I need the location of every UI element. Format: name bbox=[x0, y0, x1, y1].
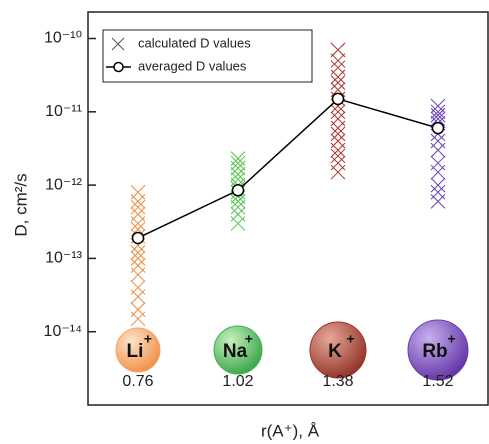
data-point bbox=[230, 167, 246, 182]
data-point bbox=[230, 160, 246, 176]
data-point bbox=[430, 194, 446, 209]
data-point bbox=[130, 199, 146, 215]
ion-charge: + bbox=[245, 331, 253, 347]
data-point bbox=[330, 75, 346, 90]
x-tick-label: 1.02 bbox=[222, 373, 253, 390]
data-point bbox=[130, 245, 146, 260]
legend-label: calculated D values bbox=[138, 35, 251, 50]
x-tick-label: 1.52 bbox=[422, 373, 453, 390]
legend-box bbox=[102, 29, 313, 83]
data-point bbox=[330, 104, 346, 120]
data-point bbox=[230, 199, 246, 215]
y-tick-label: 10⁻¹⁰ bbox=[44, 30, 82, 47]
data-point bbox=[430, 142, 446, 158]
data-point bbox=[330, 148, 346, 164]
legend-marker bbox=[111, 37, 125, 51]
ion-sphere bbox=[115, 327, 161, 373]
data-point bbox=[430, 111, 446, 127]
data-point bbox=[230, 216, 246, 231]
y-tick-label: 10⁻¹¹ bbox=[45, 103, 82, 120]
average-point bbox=[131, 231, 145, 245]
y-tick-label: 10⁻¹³ bbox=[45, 250, 83, 267]
y-axis-label: D, cm²/s bbox=[11, 173, 30, 236]
ion-charge: + bbox=[447, 331, 455, 347]
data-point bbox=[330, 42, 346, 58]
data-point bbox=[130, 216, 146, 231]
x-tick-label: 0.76 bbox=[122, 373, 153, 390]
ion-sphere bbox=[407, 319, 469, 381]
plot-frame bbox=[87, 11, 489, 406]
data-point bbox=[130, 289, 146, 305]
data-point bbox=[330, 53, 346, 68]
data-point bbox=[430, 107, 446, 123]
legend-marker bbox=[113, 61, 124, 73]
average-point bbox=[431, 121, 445, 135]
data-point bbox=[430, 177, 446, 193]
ion-charge: + bbox=[144, 331, 152, 347]
ion-charge: + bbox=[347, 331, 355, 347]
x-axis-label: r(A⁺), Å bbox=[261, 421, 320, 440]
data-point bbox=[230, 155, 246, 171]
data-point bbox=[330, 126, 346, 142]
legend-label: averaged D values bbox=[138, 58, 247, 73]
average-point bbox=[231, 184, 245, 197]
data-point bbox=[330, 164, 346, 180]
data-point bbox=[430, 164, 446, 180]
data-point bbox=[230, 194, 246, 209]
data-point bbox=[330, 142, 346, 158]
data-point bbox=[330, 120, 346, 136]
y-tick-label: 10⁻¹² bbox=[45, 176, 83, 193]
data-point bbox=[130, 267, 146, 283]
x-tick-label: 1.38 bbox=[322, 373, 353, 390]
ion-name: Na bbox=[223, 341, 248, 362]
ion-sphere bbox=[309, 321, 367, 379]
ion-name: Li bbox=[127, 341, 144, 362]
average-point bbox=[331, 92, 345, 106]
y-tick-label: 10⁻¹⁴ bbox=[44, 323, 83, 340]
average-line bbox=[137, 98, 439, 239]
data-point bbox=[130, 194, 146, 209]
data-point bbox=[430, 104, 446, 120]
data-point bbox=[130, 251, 146, 266]
data-point bbox=[130, 311, 146, 327]
data-point bbox=[330, 69, 346, 85]
ion-sphere bbox=[213, 325, 263, 375]
ion-name: Rb bbox=[422, 341, 447, 362]
ion-name: K bbox=[328, 341, 342, 362]
